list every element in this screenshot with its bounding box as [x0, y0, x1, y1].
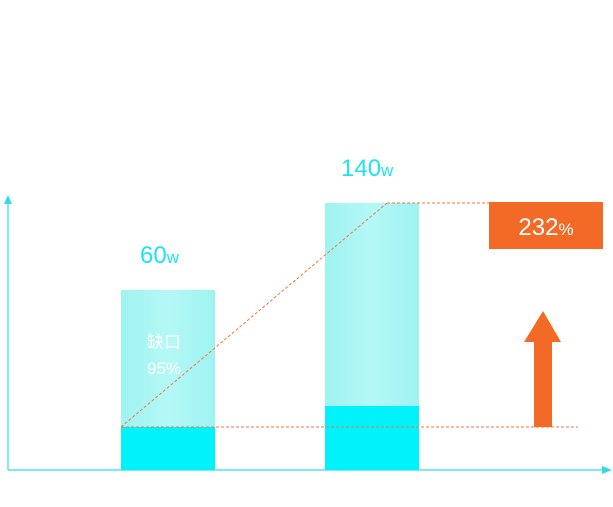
growth-arrow-head — [524, 311, 561, 342]
bar-label: 140w — [341, 155, 394, 182]
gap-value: 95% — [147, 359, 181, 378]
bar-value: 140 — [341, 155, 381, 182]
y-axis-arrow — [4, 195, 12, 204]
bar-base — [121, 427, 215, 470]
bar-gap — [121, 290, 215, 427]
bar-unit: w — [380, 161, 394, 180]
growth-unit: % — [558, 220, 573, 239]
bar-base — [325, 406, 419, 470]
x-axis-arrow — [602, 466, 612, 474]
bar-gap — [325, 203, 419, 406]
growth-arrow-shaft — [534, 341, 552, 427]
bar-label: 60w — [140, 242, 180, 269]
growth-label: 232% — [518, 214, 573, 241]
gap-label: 缺口 — [147, 333, 181, 352]
bar-value: 60 — [140, 242, 167, 269]
growth-box — [489, 202, 603, 249]
trend-line — [120, 202, 388, 428]
bar-unit: w — [166, 248, 180, 267]
growth-value: 232 — [518, 214, 558, 241]
